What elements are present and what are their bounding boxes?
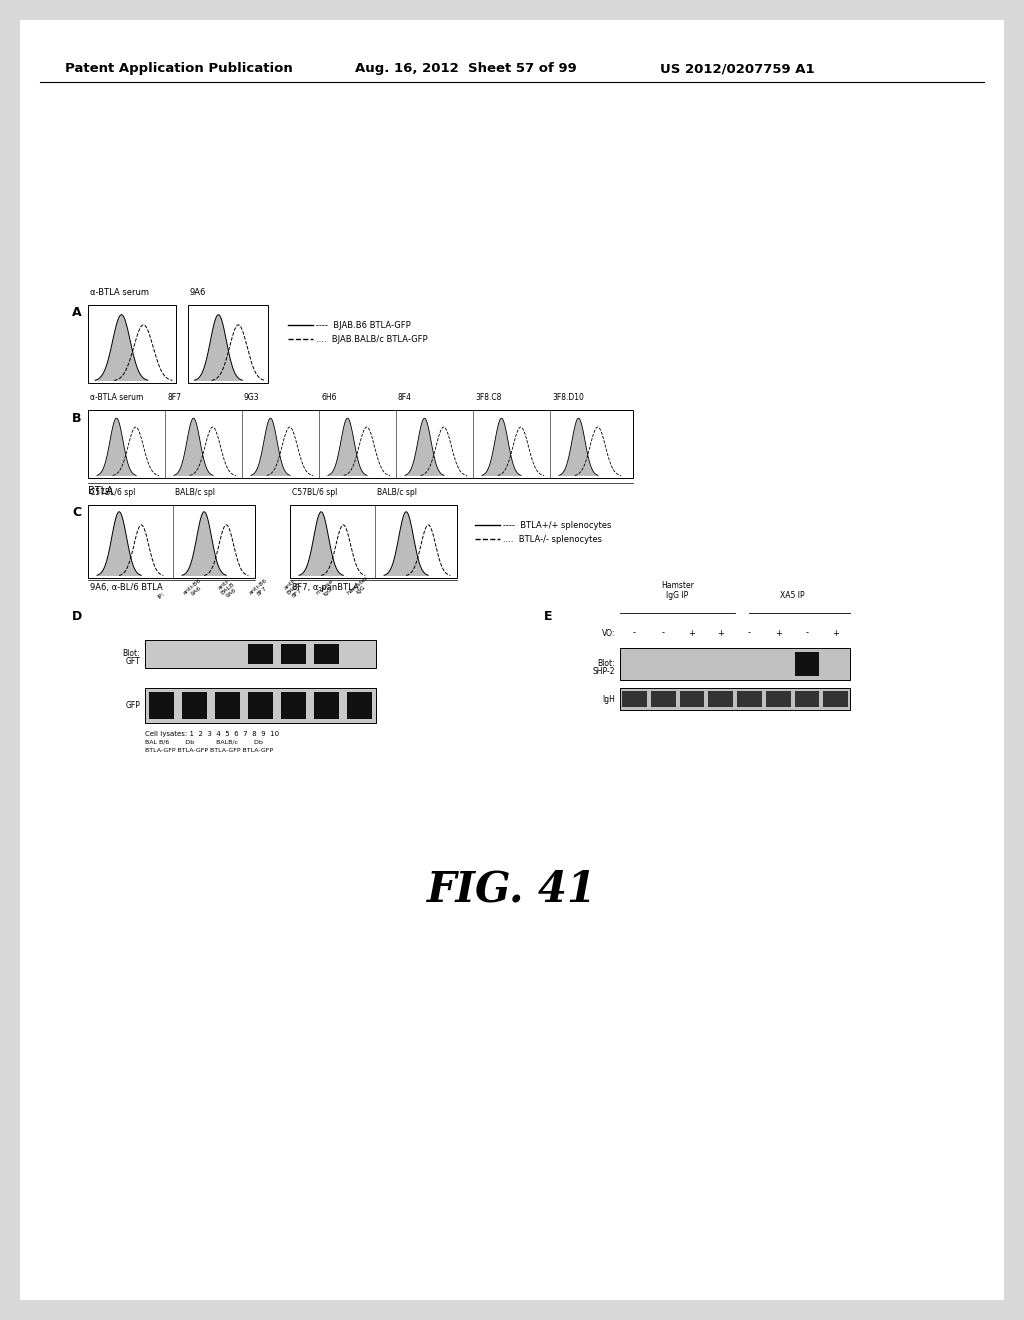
- Bar: [215, 692, 240, 719]
- Polygon shape: [182, 512, 226, 576]
- Bar: [314, 644, 339, 664]
- Text: ----  BJAB.B6 BTLA-GFP: ---- BJAB.B6 BTLA-GFP: [316, 321, 411, 330]
- Polygon shape: [97, 418, 136, 477]
- Text: Hamster
IgG IP: Hamster IgG IP: [662, 581, 694, 601]
- Bar: [248, 644, 273, 664]
- Polygon shape: [482, 418, 521, 477]
- Text: E: E: [544, 610, 553, 623]
- Text: SHP-2: SHP-2: [593, 668, 615, 676]
- Text: BALB/c spl: BALB/c spl: [377, 488, 417, 498]
- Text: mouse
IgG: mouse IgG: [315, 578, 338, 601]
- Text: FIG. 41: FIG. 41: [427, 869, 597, 911]
- Text: 8F7, α-panBTLA: 8F7, α-panBTLA: [292, 583, 358, 591]
- Text: BTLA: BTLA: [88, 486, 113, 496]
- Text: -: -: [633, 628, 636, 638]
- Text: ....  BTLA-/- splenocytes: .... BTLA-/- splenocytes: [503, 535, 602, 544]
- Text: -: -: [748, 628, 751, 638]
- Bar: [622, 690, 647, 708]
- Text: Cell lysates: 1  2  3  4  5  6  7  8  9  10: Cell lysates: 1 2 3 4 5 6 7 8 9 10: [145, 731, 280, 737]
- Text: +: +: [833, 628, 839, 638]
- Bar: [145, 688, 376, 723]
- Bar: [281, 644, 306, 664]
- Bar: [88, 411, 633, 478]
- Bar: [709, 690, 733, 708]
- Text: 3F8.C8: 3F8.C8: [475, 393, 502, 403]
- Bar: [182, 692, 207, 719]
- Text: 6H6: 6H6: [321, 393, 337, 403]
- Text: hamster
IgG: hamster IgG: [346, 574, 373, 601]
- Polygon shape: [97, 512, 141, 576]
- Bar: [150, 692, 174, 719]
- Bar: [766, 690, 791, 708]
- Text: 9G3: 9G3: [244, 393, 260, 403]
- Bar: [620, 648, 850, 680]
- Polygon shape: [174, 418, 213, 477]
- Text: ----  BTLA+/+ splenocytes: ---- BTLA+/+ splenocytes: [503, 520, 611, 529]
- Bar: [88, 305, 176, 383]
- Text: ....  BJAB.BALB/c BTLA-GFP: .... BJAB.BALB/c BTLA-GFP: [316, 334, 428, 343]
- Text: GFP: GFP: [125, 701, 140, 710]
- Bar: [145, 640, 376, 668]
- Text: VO:: VO:: [602, 628, 615, 638]
- Polygon shape: [384, 512, 428, 576]
- Bar: [347, 692, 372, 719]
- Polygon shape: [559, 418, 598, 477]
- Bar: [188, 305, 268, 383]
- Polygon shape: [328, 418, 368, 477]
- Text: US 2012/0207759 A1: US 2012/0207759 A1: [660, 62, 815, 75]
- Text: 9A6, α-BL/6 BTLA: 9A6, α-BL/6 BTLA: [90, 583, 163, 591]
- Bar: [823, 690, 848, 708]
- Text: D: D: [72, 610, 82, 623]
- Bar: [737, 690, 762, 708]
- Text: 8F7: 8F7: [167, 393, 181, 403]
- Text: 8F4: 8F4: [398, 393, 412, 403]
- Text: +: +: [717, 628, 724, 638]
- Bar: [795, 652, 819, 676]
- Text: -: -: [805, 628, 808, 638]
- Text: α-BTLA serum: α-BTLA serum: [90, 288, 150, 297]
- Text: +: +: [775, 628, 781, 638]
- Text: B: B: [72, 412, 82, 425]
- Text: BAL B/6        Db           BALB/c        Db: BAL B/6 Db BALB/c Db: [145, 741, 263, 744]
- Text: GFT: GFT: [125, 657, 140, 667]
- Text: A: A: [72, 306, 82, 319]
- Text: IgH: IgH: [602, 694, 615, 704]
- Bar: [620, 688, 850, 710]
- Text: IP:: IP:: [157, 591, 166, 601]
- Text: XA5 IP: XA5 IP: [780, 591, 805, 601]
- Bar: [680, 690, 705, 708]
- Polygon shape: [299, 512, 343, 576]
- Text: +: +: [688, 628, 695, 638]
- Text: C57BL/6 spl: C57BL/6 spl: [292, 488, 337, 498]
- Text: anti-B6
8F7: anti-B6 8F7: [249, 577, 272, 601]
- Bar: [290, 506, 457, 578]
- Bar: [650, 690, 676, 708]
- Bar: [795, 690, 819, 708]
- Text: Aug. 16, 2012  Sheet 57 of 99: Aug. 16, 2012 Sheet 57 of 99: [355, 62, 577, 75]
- Text: anti-
BALB
9A6: anti- BALB 9A6: [216, 577, 239, 601]
- Text: BALB/c spl: BALB/c spl: [175, 488, 215, 498]
- Text: 9A6: 9A6: [190, 288, 207, 297]
- Bar: [281, 692, 306, 719]
- Text: 3F8.D10: 3F8.D10: [552, 393, 584, 403]
- Text: C57BL/6 spl: C57BL/6 spl: [90, 488, 135, 498]
- Text: Blot:: Blot:: [597, 660, 615, 668]
- Polygon shape: [195, 314, 243, 381]
- Text: -: -: [662, 628, 665, 638]
- Text: anti-
BALB
8F7: anti- BALB 8F7: [282, 577, 305, 601]
- Text: Patent Application Publication: Patent Application Publication: [65, 62, 293, 75]
- Text: C: C: [72, 507, 81, 520]
- Text: Blot:: Blot:: [123, 649, 140, 659]
- Bar: [88, 506, 255, 578]
- Bar: [314, 692, 339, 719]
- Polygon shape: [95, 314, 147, 381]
- Text: BTLA-GFP BTLA-GFP BTLA-GFP BTLA-GFP: BTLA-GFP BTLA-GFP BTLA-GFP BTLA-GFP: [145, 748, 273, 752]
- Text: α-BTLA serum: α-BTLA serum: [90, 393, 143, 403]
- Polygon shape: [404, 418, 444, 477]
- Polygon shape: [251, 418, 290, 477]
- Bar: [248, 692, 273, 719]
- Text: anti-B6
9A6: anti-B6 9A6: [182, 577, 207, 601]
